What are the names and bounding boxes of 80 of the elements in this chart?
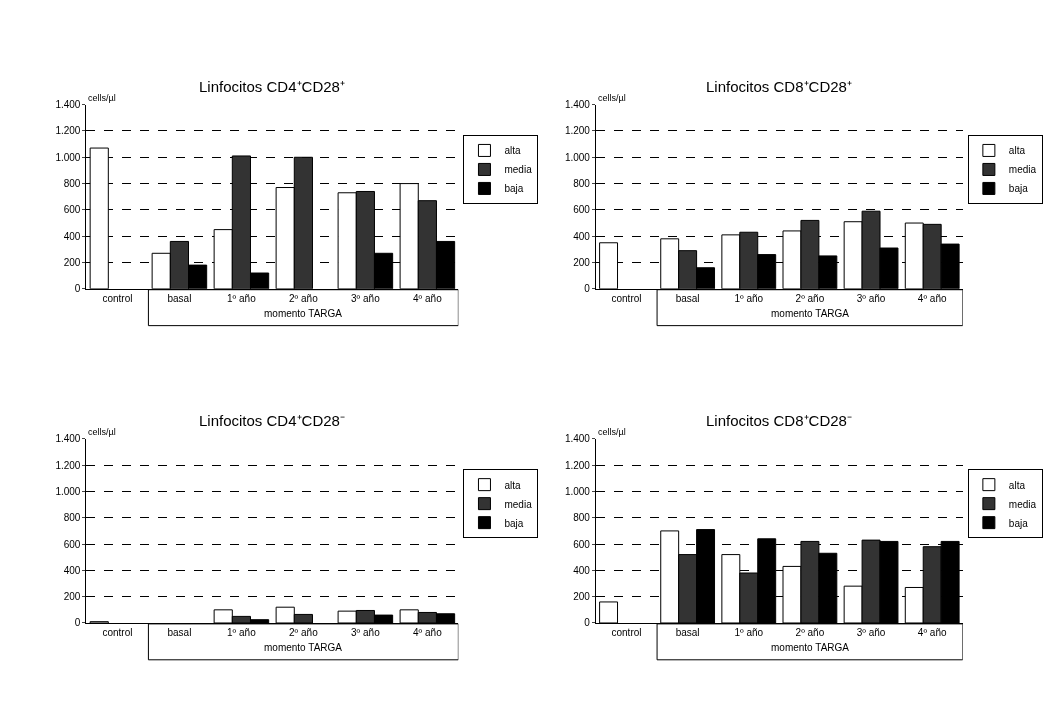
x-tick-label: 1º año	[734, 292, 764, 304]
chart-title: Linfocitos CD4⁺CD28⁺	[199, 78, 345, 95]
legend-label: baja	[1008, 183, 1029, 195]
y-tick-label: 600	[573, 204, 591, 216]
legend-label: baja	[1008, 517, 1029, 529]
x-tick-label: 1º año	[227, 292, 257, 304]
x-tick-label: 4º año	[917, 626, 947, 638]
y-axis-title: cells/µl	[598, 93, 626, 103]
y-tick-label: 600	[63, 204, 81, 216]
x-tick-label: basal	[167, 626, 192, 638]
x-tick-label: control	[611, 292, 642, 304]
x-tick-label: control	[611, 626, 642, 638]
x-tick-label: basal	[675, 292, 700, 304]
x-tick-label: 3º año	[856, 626, 886, 638]
x-tick-label: 1º año	[227, 626, 257, 638]
x-tick-label: 3º año	[856, 292, 886, 304]
y-tick-label: 1.400	[564, 433, 591, 445]
legend-label: media	[504, 498, 533, 510]
legend-label: media	[1008, 498, 1037, 510]
x-tick-label: control	[102, 292, 133, 304]
y-axis-title: cells/µl	[598, 427, 626, 437]
text: momento TARGA	[771, 308, 850, 319]
y-tick-label: 600	[573, 538, 591, 550]
legend-label: baja	[504, 517, 524, 529]
y-tick-label: 1.000	[564, 151, 591, 163]
y-tick-label: 800	[63, 178, 81, 190]
legend-label: media	[1008, 164, 1037, 176]
y-tick-label: 0	[74, 617, 81, 629]
y-tick-label: 400	[573, 230, 591, 242]
y-axis-title: cells/µl	[88, 427, 116, 437]
y-tick-label: 1.000	[564, 485, 591, 497]
y-tick-label: 400	[63, 564, 81, 576]
x-tick-label: 2º año	[289, 626, 319, 638]
legend-label: alta	[504, 145, 522, 157]
y-tick-label: 800	[63, 512, 81, 524]
y-tick-label: 1.400	[55, 99, 81, 111]
y-tick-label: 1.400	[564, 99, 591, 111]
legend-label: baja	[504, 183, 524, 195]
text: momento TARGA	[264, 642, 343, 653]
y-tick-label: 800	[573, 178, 591, 190]
y-tick-label: 0	[74, 283, 81, 295]
y-tick-label: 1.200	[564, 459, 591, 471]
x-tick-label: 2º año	[795, 292, 825, 304]
legend-label: media	[504, 164, 533, 176]
legend-label: alta	[504, 479, 522, 491]
x-tick-label: 3º año	[351, 626, 381, 638]
y-tick-label: 1.400	[55, 433, 81, 445]
legend-label: alta	[1008, 145, 1026, 157]
y-tick-label: 400	[63, 230, 81, 242]
y-tick-label: 1.000	[55, 151, 81, 163]
text: momento TARGA	[264, 308, 343, 319]
y-tick-label: 200	[63, 256, 81, 268]
legend-label: alta	[1008, 479, 1026, 491]
y-tick-label: 1.000	[55, 485, 81, 497]
x-tick-label: basal	[675, 626, 700, 638]
y-tick-label: 600	[63, 538, 81, 550]
y-tick-label: 200	[573, 256, 591, 268]
y-tick-label: 0	[584, 617, 591, 629]
x-tick-label: 2º año	[795, 626, 825, 638]
x-tick-label: 1º año	[734, 626, 764, 638]
y-tick-label: 200	[63, 591, 81, 603]
x-tick-label: control	[102, 626, 133, 638]
chart-title: Linfocitos CD8⁺CD28⁺	[706, 78, 852, 95]
y-tick-label: 1.200	[55, 125, 81, 137]
x-tick-label: 4º año	[413, 292, 443, 304]
x-tick-label: 3º año	[351, 292, 381, 304]
y-tick-label: 1.200	[55, 459, 81, 471]
x-tick-label: 4º año	[413, 626, 443, 638]
y-tick-label: 800	[573, 512, 591, 524]
chart-title: Linfocitos CD4⁺CD28⁻	[199, 412, 345, 429]
y-tick-label: 400	[573, 564, 591, 576]
text: momento TARGA	[771, 642, 850, 653]
x-tick-label: 4º año	[917, 292, 947, 304]
y-tick-label: 1.200	[564, 125, 591, 137]
x-tick-label: basal	[167, 292, 192, 304]
x-tick-label: 2º año	[289, 292, 319, 304]
y-axis-title: cells/µl	[88, 93, 116, 103]
chart-title: Linfocitos CD8⁺CD28⁻	[706, 412, 852, 429]
y-tick-label: 200	[573, 591, 591, 603]
y-tick-label: 0	[584, 283, 591, 295]
